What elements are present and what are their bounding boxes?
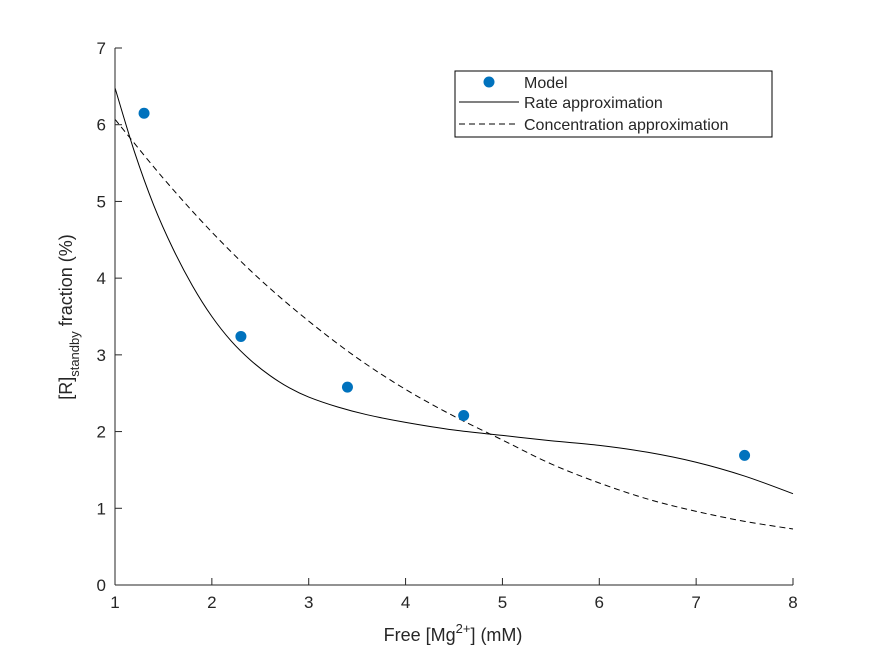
legend-model-marker (483, 76, 495, 88)
model-data-point (341, 381, 353, 393)
y-tick-label: 3 (97, 346, 106, 365)
x-tick-label: 6 (595, 593, 604, 612)
y-tick-label: 6 (97, 116, 106, 135)
y-tick-label: 0 (97, 576, 106, 595)
y-ticks: 0 1 2 3 4 5 6 7 (97, 39, 122, 595)
y-tick-label: 4 (97, 269, 106, 288)
x-tick-label: 7 (691, 593, 700, 612)
legend: Model Rate approximation Concentration a… (454, 70, 773, 138)
axes (114, 48, 793, 586)
model-data-point (458, 409, 470, 421)
legend-label-concentration: Concentration approximation (524, 117, 729, 134)
x-ticks: 1 2 3 4 5 6 7 8 (110, 578, 798, 612)
legend-label-model: Model (524, 75, 568, 92)
x-axis-title: Free [Mg2+] (mM) (384, 621, 523, 645)
model-data-point (138, 107, 150, 119)
y-tick-label: 5 (97, 192, 106, 211)
model-data-point (235, 330, 247, 342)
y-axis-title: [R]standby fraction (%) (56, 234, 82, 400)
y-tick-label: 1 (97, 499, 106, 518)
concentration-approximation-line (114, 119, 794, 530)
y-tick-label: 7 (97, 39, 106, 58)
x-tick-label: 5 (498, 593, 507, 612)
y-tick-label: 2 (97, 423, 106, 442)
model-markers (138, 107, 751, 461)
x-tick-label: 2 (207, 593, 216, 612)
x-tick-label: 4 (401, 593, 410, 612)
rate-approximation-line (114, 87, 794, 495)
legend-label-rate: Rate approximation (524, 95, 663, 112)
legend-box (454, 70, 773, 138)
plot-lines (114, 87, 794, 530)
x-tick-label: 8 (788, 593, 797, 612)
x-tick-label: 3 (304, 593, 313, 612)
x-tick-label: 1 (110, 593, 119, 612)
model-data-point (739, 449, 751, 461)
